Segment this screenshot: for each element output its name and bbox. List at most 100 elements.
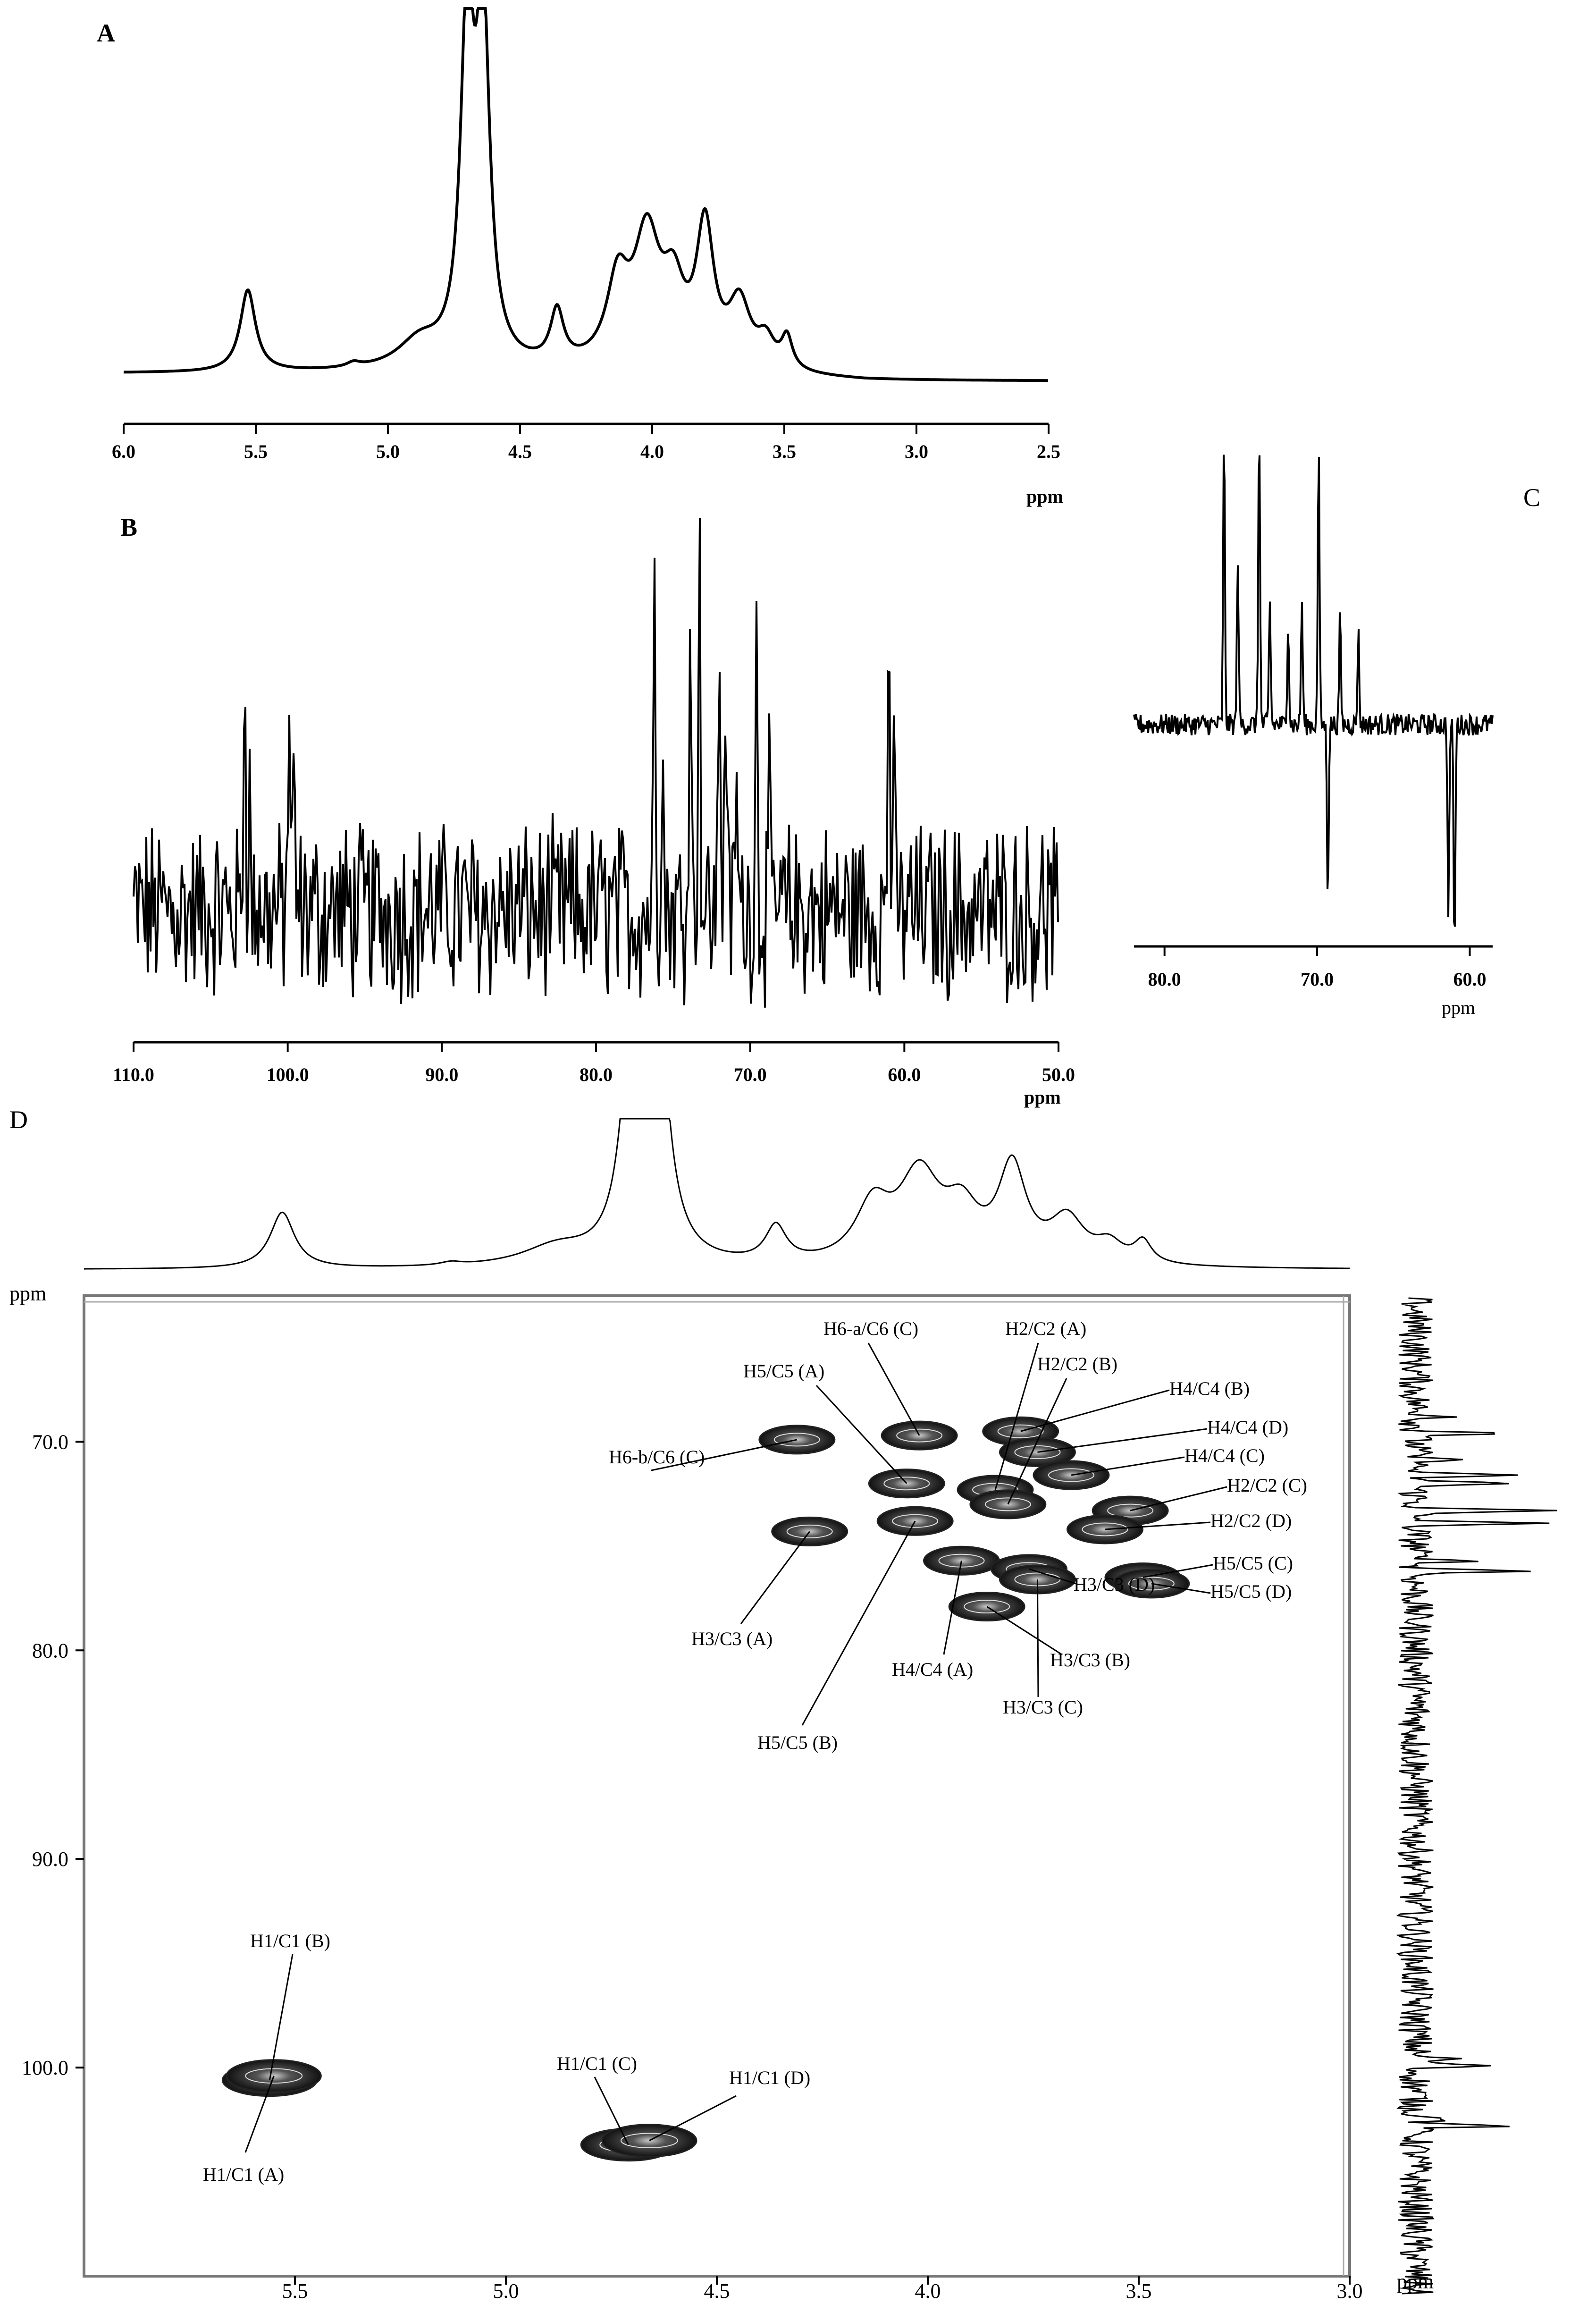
annotation-leader-line <box>1142 1564 1213 1578</box>
panel-d-x-tick-label: 5.5 <box>282 2279 308 2303</box>
annotation-leader-line <box>994 1342 1039 1490</box>
panel-d-y-tick-label: 100.0 <box>22 2056 68 2079</box>
panel-b-x-tick-label: 90.0 <box>425 1064 458 1085</box>
annotation-leader-line <box>1105 1521 1211 1530</box>
panel-c-x-tick-label: 70.0 <box>1301 969 1334 990</box>
cross-peak-inner-contour <box>892 1514 939 1528</box>
cross-peak-label: H2/C2 (C) <box>1227 1475 1307 1496</box>
annotation-leader-line <box>651 1439 798 1471</box>
annotation-leader-line <box>1036 1579 1039 1697</box>
cross-peak-inner-contour <box>1107 1503 1154 1518</box>
panel-d-contours <box>221 1416 1190 2162</box>
cross-peak-label: H6-b/C6 (C) <box>609 1446 705 1468</box>
panel-d-label: D <box>9 1106 28 1134</box>
panel-a-x-tick-label: 3.5 <box>773 441 796 462</box>
cross-peak-label: H1/C1 (D) <box>729 2067 810 2088</box>
panel-b-x-tick-label: 100.0 <box>267 1064 309 1085</box>
panel-a-x-tick-label: 6.0 <box>112 441 135 462</box>
annotation-leader-line <box>1020 1389 1170 1432</box>
panel-d-x-tick-label: 4.5 <box>704 2279 730 2303</box>
cross-peak-label: H2/C2 (A) <box>1005 1318 1086 1339</box>
panel-c-x-ticks: 80.0 70.0 60.0 <box>1148 946 1486 990</box>
cross-peak-inner-contour <box>245 2068 303 2084</box>
cross-peak-label: H3/C3 (D) <box>1074 1574 1155 1595</box>
annotation-leader-line <box>815 1384 907 1484</box>
annotation-leader-line <box>867 1342 920 1436</box>
cross-peak-label: H4/C4 (D) <box>1207 1417 1288 1438</box>
cross-peak-label: H5/C5 (A) <box>743 1360 824 1382</box>
panel-c-spectrum-line <box>1133 455 1494 927</box>
cross-peak-label: H2/C2 (B) <box>1037 1353 1117 1375</box>
panel-b-label: B <box>120 513 137 541</box>
panel-c: C 80.0 70.0 60.0 ppm <box>1133 455 1540 1018</box>
panel-a-x-tick-label: 3.0 <box>905 441 928 462</box>
cross-peak-label: H3/C3 (C) <box>1003 1696 1083 1718</box>
cross-peak-label: H4/C4 (C) <box>1184 1445 1265 1466</box>
panel-c-x-unit: ppm <box>1442 997 1475 1018</box>
panel-a-x-tick-label: 5.0 <box>376 441 400 462</box>
panel-b-spectrum-line <box>133 518 1059 1008</box>
annotation-leader-line <box>244 2076 275 2153</box>
cross-peak-inner-contour <box>620 2133 678 2149</box>
cross-peak-inner-contour <box>1128 1577 1175 1591</box>
annotation-leader-line <box>649 2095 737 2142</box>
panel-a-x-ticks: 6.0 5.5 5.0 4.5 4.0 3.5 3.0 2.5 <box>112 424 1060 462</box>
annotation-leader-line <box>594 2076 629 2145</box>
cross-peak-label: H4/C4 (A) <box>892 1659 973 1680</box>
cross-peak-label: H5/C5 (D) <box>1210 1581 1292 1602</box>
cross-peak-label: H3/C3 (A) <box>691 1628 773 1649</box>
panel-d-y-tick-label: 80.0 <box>32 1639 68 1662</box>
panel-d-x-ticks: 5.5 5.0 4.5 4.0 3.5 3.0 <box>282 2276 1363 2303</box>
cross-peak-label: H2/C2 (D) <box>1210 1510 1292 1531</box>
annotation-leader-line <box>1007 1378 1067 1505</box>
panel-d-x-unit: ppm <box>1397 2270 1434 2293</box>
annotation-leader-line <box>1151 1583 1211 1594</box>
cross-peak-inner-contour <box>938 1553 985 1568</box>
panel-a-x-tick-label: 4.0 <box>640 441 664 462</box>
cross-peak-label: H5/C5 (B) <box>757 1732 838 1753</box>
cross-peak-inner-contour <box>786 1524 833 1538</box>
panel-d: D ppm ppm 5.5 5.0 4.5 4.0 3.5 3.0 70.0 80.0 90.… <box>9 1106 1557 2303</box>
annotation-leader-line <box>740 1531 810 1624</box>
cross-peak-label: H6-a/C6 (C) <box>823 1318 918 1339</box>
cross-peak-inner-contour <box>997 1424 1044 1438</box>
cross-peak-label: H4/C4 (B) <box>1169 1378 1250 1399</box>
panel-d-right-projection <box>1395 1297 1557 2295</box>
cross-peak-inner-contour <box>1048 1468 1094 1482</box>
panel-b-x-tick-label: 80.0 <box>580 1064 613 1085</box>
panel-d-y-tick-label: 70.0 <box>32 1430 68 1453</box>
panel-b-x-unit: ppm <box>1024 1087 1061 1108</box>
panel-a: A 6.0 5.5 5.0 4.5 4.0 3.5 3.0 2.5 ppm <box>97 7 1063 507</box>
panel-d-y-ticks: 70.0 80.0 90.0 100.0 <box>22 1430 84 2079</box>
panel-d-annotations: H1/C1 (B) H1/C1 (A) H1/C1 (C) H1/C1 (D) H6-b… <box>203 1318 1307 2185</box>
panel-d-x-tick-label: 5.0 <box>493 2279 519 2303</box>
cross-peak-inner-contour <box>964 1599 1010 1613</box>
panel-a-x-unit: ppm <box>1026 486 1063 507</box>
panel-d-x-tick-label: 4.0 <box>915 2279 941 2303</box>
cross-peak-inner-contour <box>896 1428 943 1443</box>
panel-a-x-tick-label: 5.5 <box>244 441 268 462</box>
panel-b-x-tick-label: 110.0 <box>113 1064 154 1085</box>
panel-c-x-tick-label: 80.0 <box>1148 969 1181 990</box>
annotation-leader-line <box>801 1520 916 1726</box>
panel-b: B 110.0 100.0 90.0 80.0 70.0 60.0 50.0 ppm <box>113 513 1075 1108</box>
cross-peak-label: H3/C3 (B) <box>1050 1649 1130 1671</box>
cross-peak-label: H1/C1 (C) <box>557 2053 637 2074</box>
panel-d-y-unit: ppm <box>9 1282 46 1305</box>
cross-peak-label: H1/C1 (A) <box>203 2164 284 2185</box>
panel-b-x-tick-label: 60.0 <box>888 1064 921 1085</box>
panel-c-label: C <box>1523 483 1540 512</box>
annotation-leader-line <box>943 1560 962 1655</box>
cross-peak-inner-contour <box>773 1433 820 1447</box>
cross-peak-inner-contour <box>984 1497 1031 1511</box>
panel-b-x-tick-label: 70.0 <box>734 1064 767 1085</box>
annotation-leader-line <box>1029 1568 1076 1585</box>
panel-b-x-ticks: 110.0 100.0 90.0 80.0 70.0 60.0 50.0 <box>113 1042 1075 1085</box>
cross-peak-label: H1/C1 (B) <box>250 1930 330 1951</box>
panel-a-label: A <box>97 19 115 47</box>
cross-peak-label: H5/C5 (C) <box>1213 1553 1293 1574</box>
annotation-leader-line <box>1130 1486 1227 1511</box>
annotation-leader-line <box>1071 1456 1185 1476</box>
panel-d-x-tick-label: 3.5 <box>1126 2279 1152 2303</box>
